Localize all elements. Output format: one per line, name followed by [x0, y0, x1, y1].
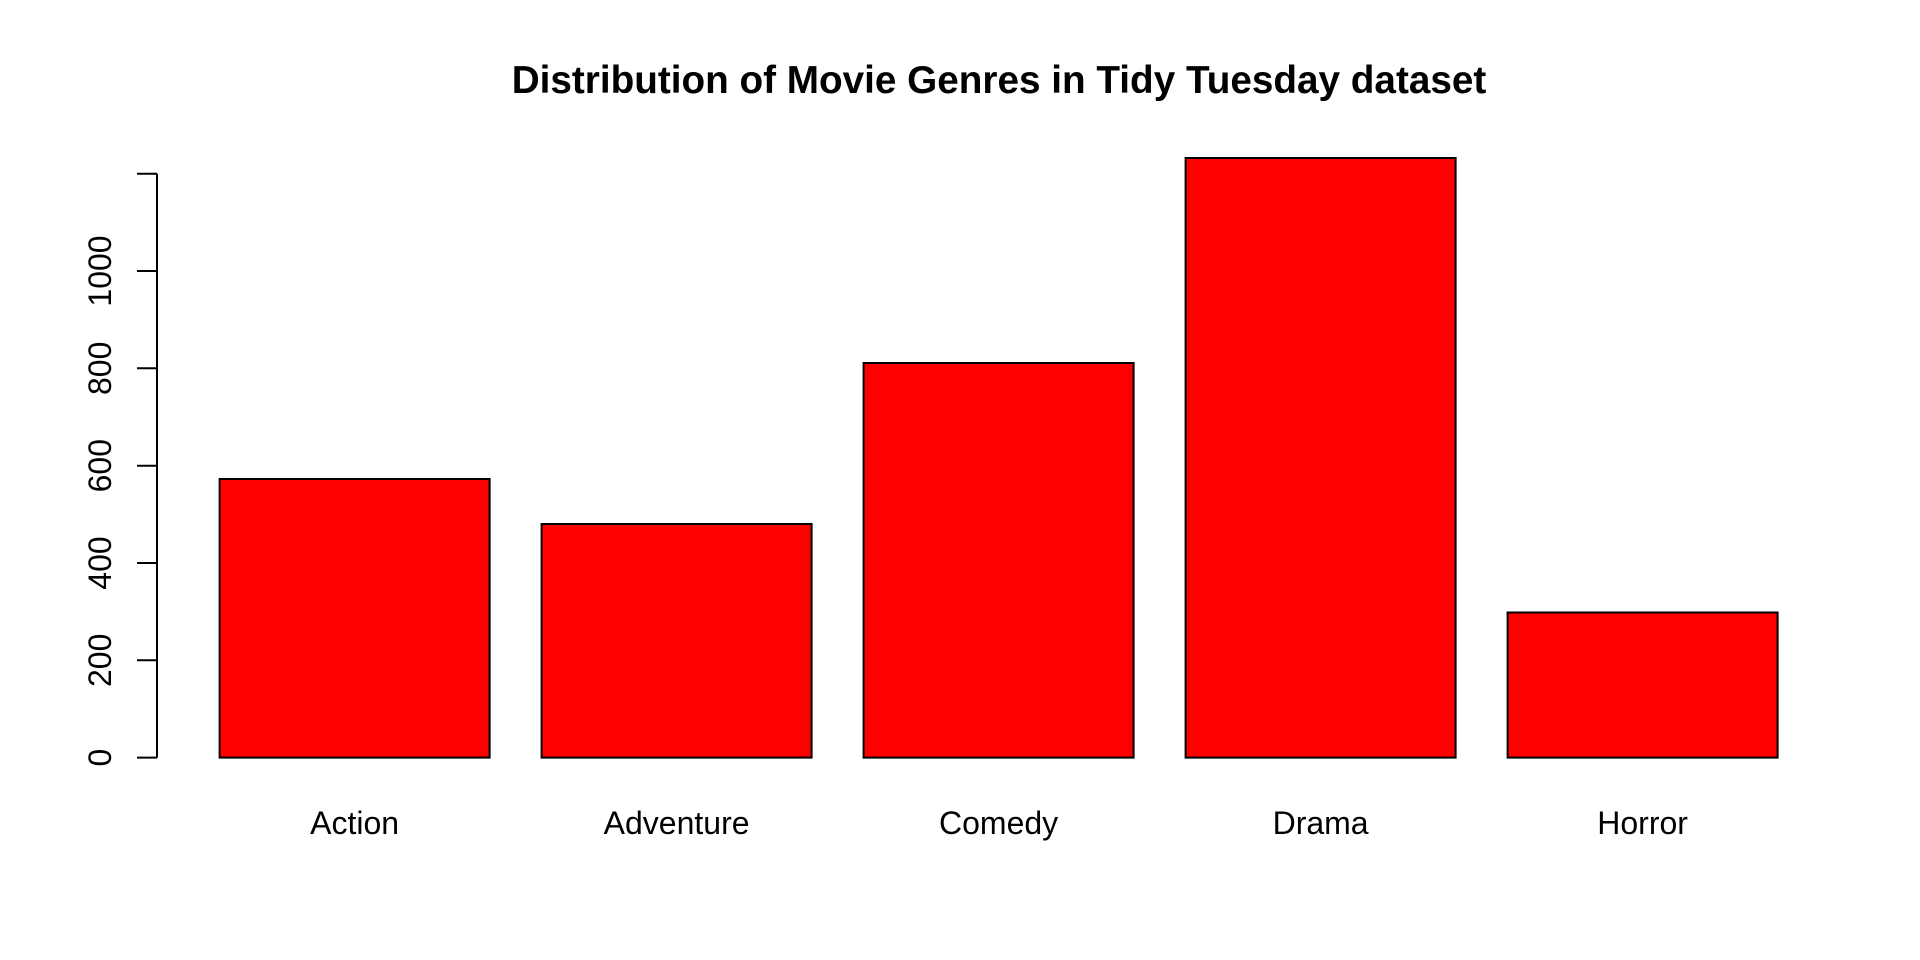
svg-text:Adventure: Adventure — [604, 805, 750, 841]
svg-text:Distribution of Movie Genres i: Distribution of Movie Genres in Tidy Tue… — [512, 59, 1487, 102]
svg-text:Horror: Horror — [1597, 805, 1688, 841]
svg-text:200: 200 — [82, 634, 118, 687]
svg-text:Action: Action — [310, 805, 399, 841]
svg-text:Drama: Drama — [1273, 805, 1369, 841]
svg-text:400: 400 — [82, 536, 118, 589]
svg-text:0: 0 — [82, 749, 118, 767]
svg-text:600: 600 — [82, 439, 118, 492]
svg-text:800: 800 — [82, 342, 118, 395]
svg-text:Comedy: Comedy — [939, 805, 1058, 841]
svg-text:1000: 1000 — [82, 235, 118, 306]
